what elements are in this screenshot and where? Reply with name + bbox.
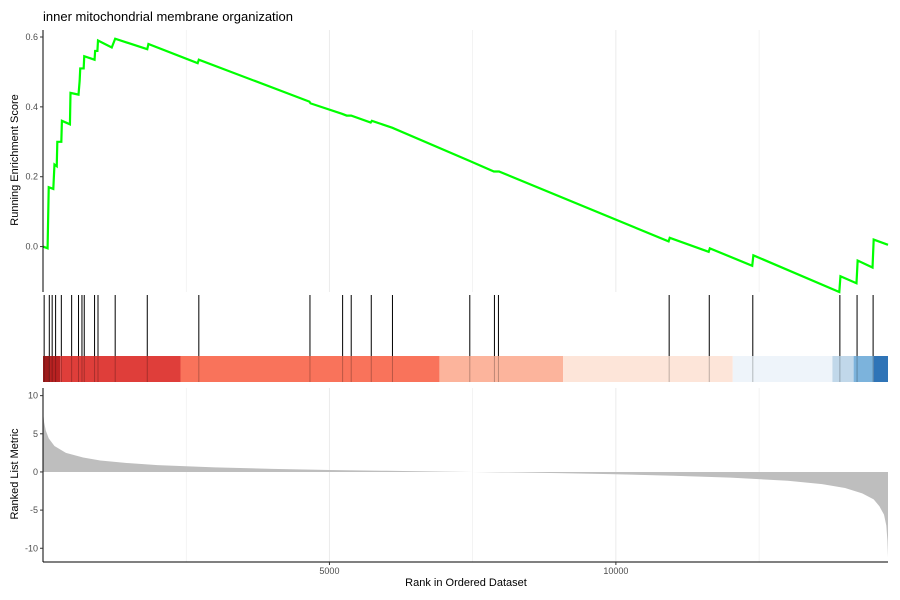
running-score-panel: 0.0 0.2 0.4 0.6 Running Enrichment Score xyxy=(9,30,889,294)
hit-and-rank-panel xyxy=(43,295,888,382)
rank-color-band-segment xyxy=(873,356,888,382)
ranked-metric-y-tick-label: 5 xyxy=(33,429,38,439)
running-score-y-tick-label: 0.0 xyxy=(25,242,38,252)
ranked-metric-panel: 10 5 0 -5 -10 5000 10000 Ranked List Metric xyxy=(9,388,888,576)
rank-color-band-segment xyxy=(832,356,854,382)
x-tick-label: 5000 xyxy=(319,566,339,576)
ranked-metric-ylabel: Ranked List Metric xyxy=(9,428,21,520)
ranked-metric-y-tick-label: -5 xyxy=(30,505,38,515)
rank-color-band-segment xyxy=(563,356,733,382)
x-axis-label: Rank in Ordered Dataset xyxy=(405,577,527,589)
running-score-y-tick-label: 0.4 xyxy=(25,102,38,112)
rank-color-band-segment xyxy=(439,356,564,382)
rank-color-band-segment xyxy=(732,356,833,382)
ranked-metric-axes: 10 5 0 -5 -10 5000 10000 xyxy=(25,388,888,576)
ranked-metric-y-tick-label: -10 xyxy=(25,543,38,553)
running-score-axes: 0.0 0.2 0.4 0.6 xyxy=(25,30,44,292)
running-score-gridlines xyxy=(185,30,760,292)
rank-color-band-segment xyxy=(180,356,440,382)
rank-color-band-segment xyxy=(43,356,50,382)
rank-color-band-segment xyxy=(853,356,874,382)
x-tick-label: 10000 xyxy=(603,566,628,576)
ranked-metric-y-tick-label: 10 xyxy=(28,391,38,401)
rank-color-band-segment xyxy=(49,356,61,382)
rank-color-band xyxy=(43,356,888,382)
ranked-metric-y-tick-label: 0 xyxy=(33,467,38,477)
running-score-ylabel: Running Enrichment Score xyxy=(9,94,21,225)
chart-title: inner mitochondrial membrane organizatio… xyxy=(43,9,293,24)
running-enrichment-score-line xyxy=(42,37,889,294)
rank-color-band-segment xyxy=(60,356,181,382)
running-score-y-tick-label: 0.2 xyxy=(25,172,38,182)
running-score-y-tick-label: 0.6 xyxy=(25,32,38,42)
